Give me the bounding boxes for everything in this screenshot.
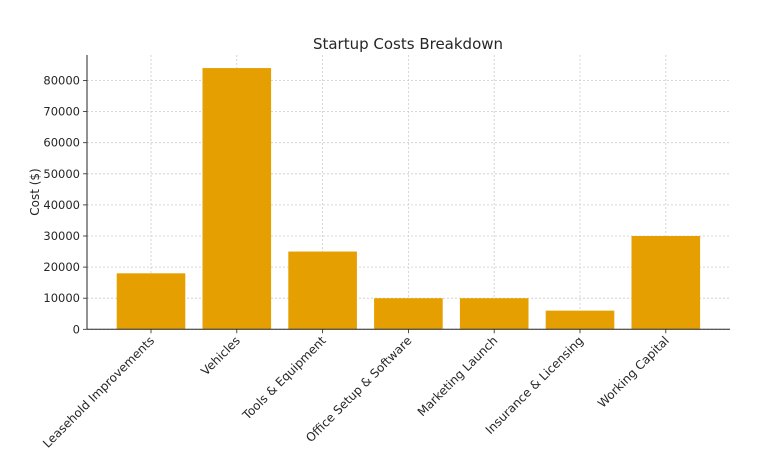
y-tick-label: 30000 xyxy=(43,229,80,243)
bars xyxy=(116,68,701,330)
bar xyxy=(116,273,186,330)
y-ticks: 0 10000 20000 30000 40000 50000 60000 70000 8000… xyxy=(43,74,87,336)
x-tick-label: Tools & Equipment xyxy=(239,333,329,423)
y-tick-label: 20000 xyxy=(43,260,80,274)
bar xyxy=(288,251,357,330)
x-tick-label: Vehicles xyxy=(198,334,243,379)
bar xyxy=(631,236,701,330)
y-tick-label: 40000 xyxy=(43,198,80,212)
bar xyxy=(459,298,529,330)
x-tick-label: Leasehold Improvements xyxy=(40,334,157,451)
y-tick-label: 60000 xyxy=(43,136,80,150)
x-tick-label: Marketing Launch xyxy=(415,334,501,420)
chart-title: Startup Costs Breakdown xyxy=(313,35,503,53)
y-tick-label: 70000 xyxy=(43,105,80,119)
x-tick-label: Insurance & Licensing xyxy=(483,334,586,437)
y-tick-label: 0 xyxy=(73,322,80,336)
y-tick-label: 50000 xyxy=(43,167,80,181)
y-tick-label: 80000 xyxy=(43,74,80,88)
bar xyxy=(374,298,443,330)
bar xyxy=(202,68,272,330)
y-axis-label: Cost ($) xyxy=(28,168,42,216)
bar xyxy=(545,310,615,330)
y-tick-label: 10000 xyxy=(43,291,80,305)
x-tick-label: Working Capital xyxy=(595,334,672,411)
